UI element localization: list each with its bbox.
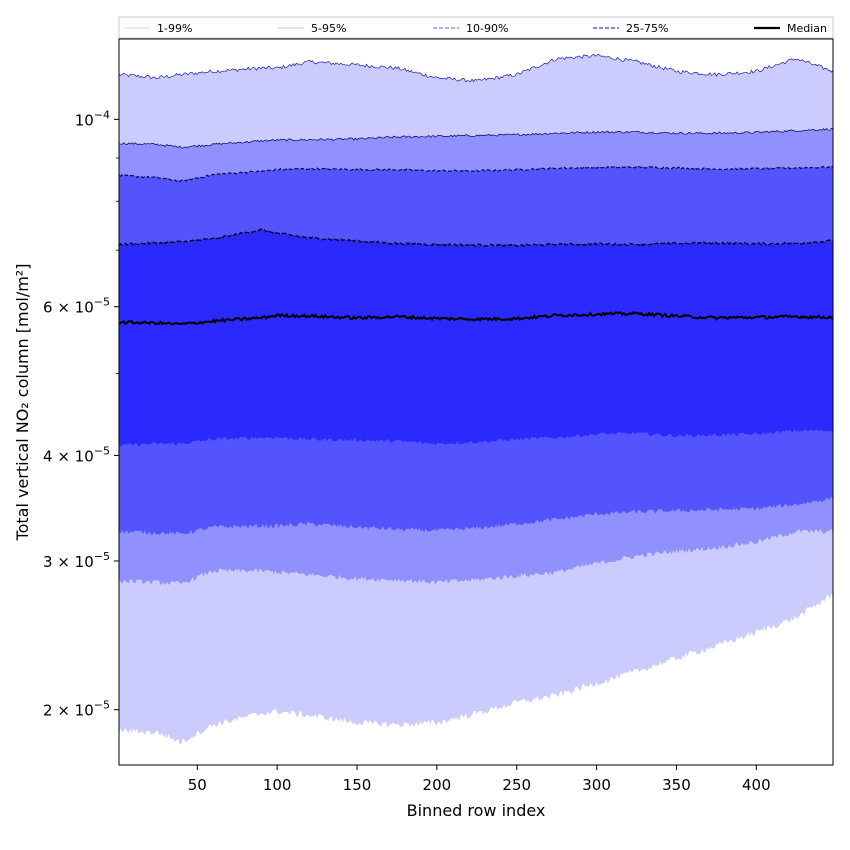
x-tick-label: 400 (742, 776, 771, 794)
legend-label: 1-99% (157, 22, 192, 35)
plot-area-frame (118, 38, 834, 766)
x-tick-label: 150 (343, 776, 372, 794)
legend-box (118, 16, 834, 39)
x-tick-label: 250 (502, 776, 531, 794)
legend: 1-99% 5-95% 10-90% 25-75% Median (118, 16, 834, 39)
legend-entry: 5-95% (278, 22, 346, 35)
y-tick-label: 4 × 10−5 (43, 444, 110, 465)
y-tick-label: 3 × 10−5 (43, 550, 110, 571)
x-tick-label: 50 (188, 776, 207, 794)
x-tick-label: 200 (423, 776, 452, 794)
y-tick-label: 6 × 10−5 (43, 296, 110, 317)
legend-entry: Median (754, 22, 827, 35)
x-tick-label: 100 (263, 776, 292, 794)
legend-label: 10-90% (466, 22, 508, 35)
line-99-percentile (118, 53, 834, 83)
legend-label: 5-95% (311, 22, 346, 35)
band-25-75 (119, 229, 833, 447)
line-90-percentile (118, 165, 834, 183)
line-95-percentile (118, 127, 834, 149)
percentile-bands (119, 54, 833, 745)
x-tick-label: 300 (582, 776, 611, 794)
y-axis-title: Total vertical NO₂ column [mol/m²] (13, 264, 32, 542)
legend-entry: 25-75% (593, 22, 668, 35)
legend-entry: 1-99% (124, 22, 192, 35)
x-axis: 50 100 150 200 250 300 350 400 (188, 765, 771, 794)
legend-label: Median (787, 22, 827, 35)
legend-entry: 10-90% (433, 22, 508, 35)
y-tick-label: 10−4 (75, 108, 110, 129)
median-line (118, 310, 834, 326)
legend-label: 25-75% (626, 22, 668, 35)
x-axis-title: Binned row index (407, 801, 546, 820)
x-tick-label: 350 (662, 776, 691, 794)
y-tick-label: 2 × 10−5 (43, 699, 110, 720)
y-axis: 10−4 6 × 10−5 4 × 10−5 3 × 10−5 2 × 10−5 (43, 108, 119, 720)
percentile-lines (118, 53, 834, 326)
